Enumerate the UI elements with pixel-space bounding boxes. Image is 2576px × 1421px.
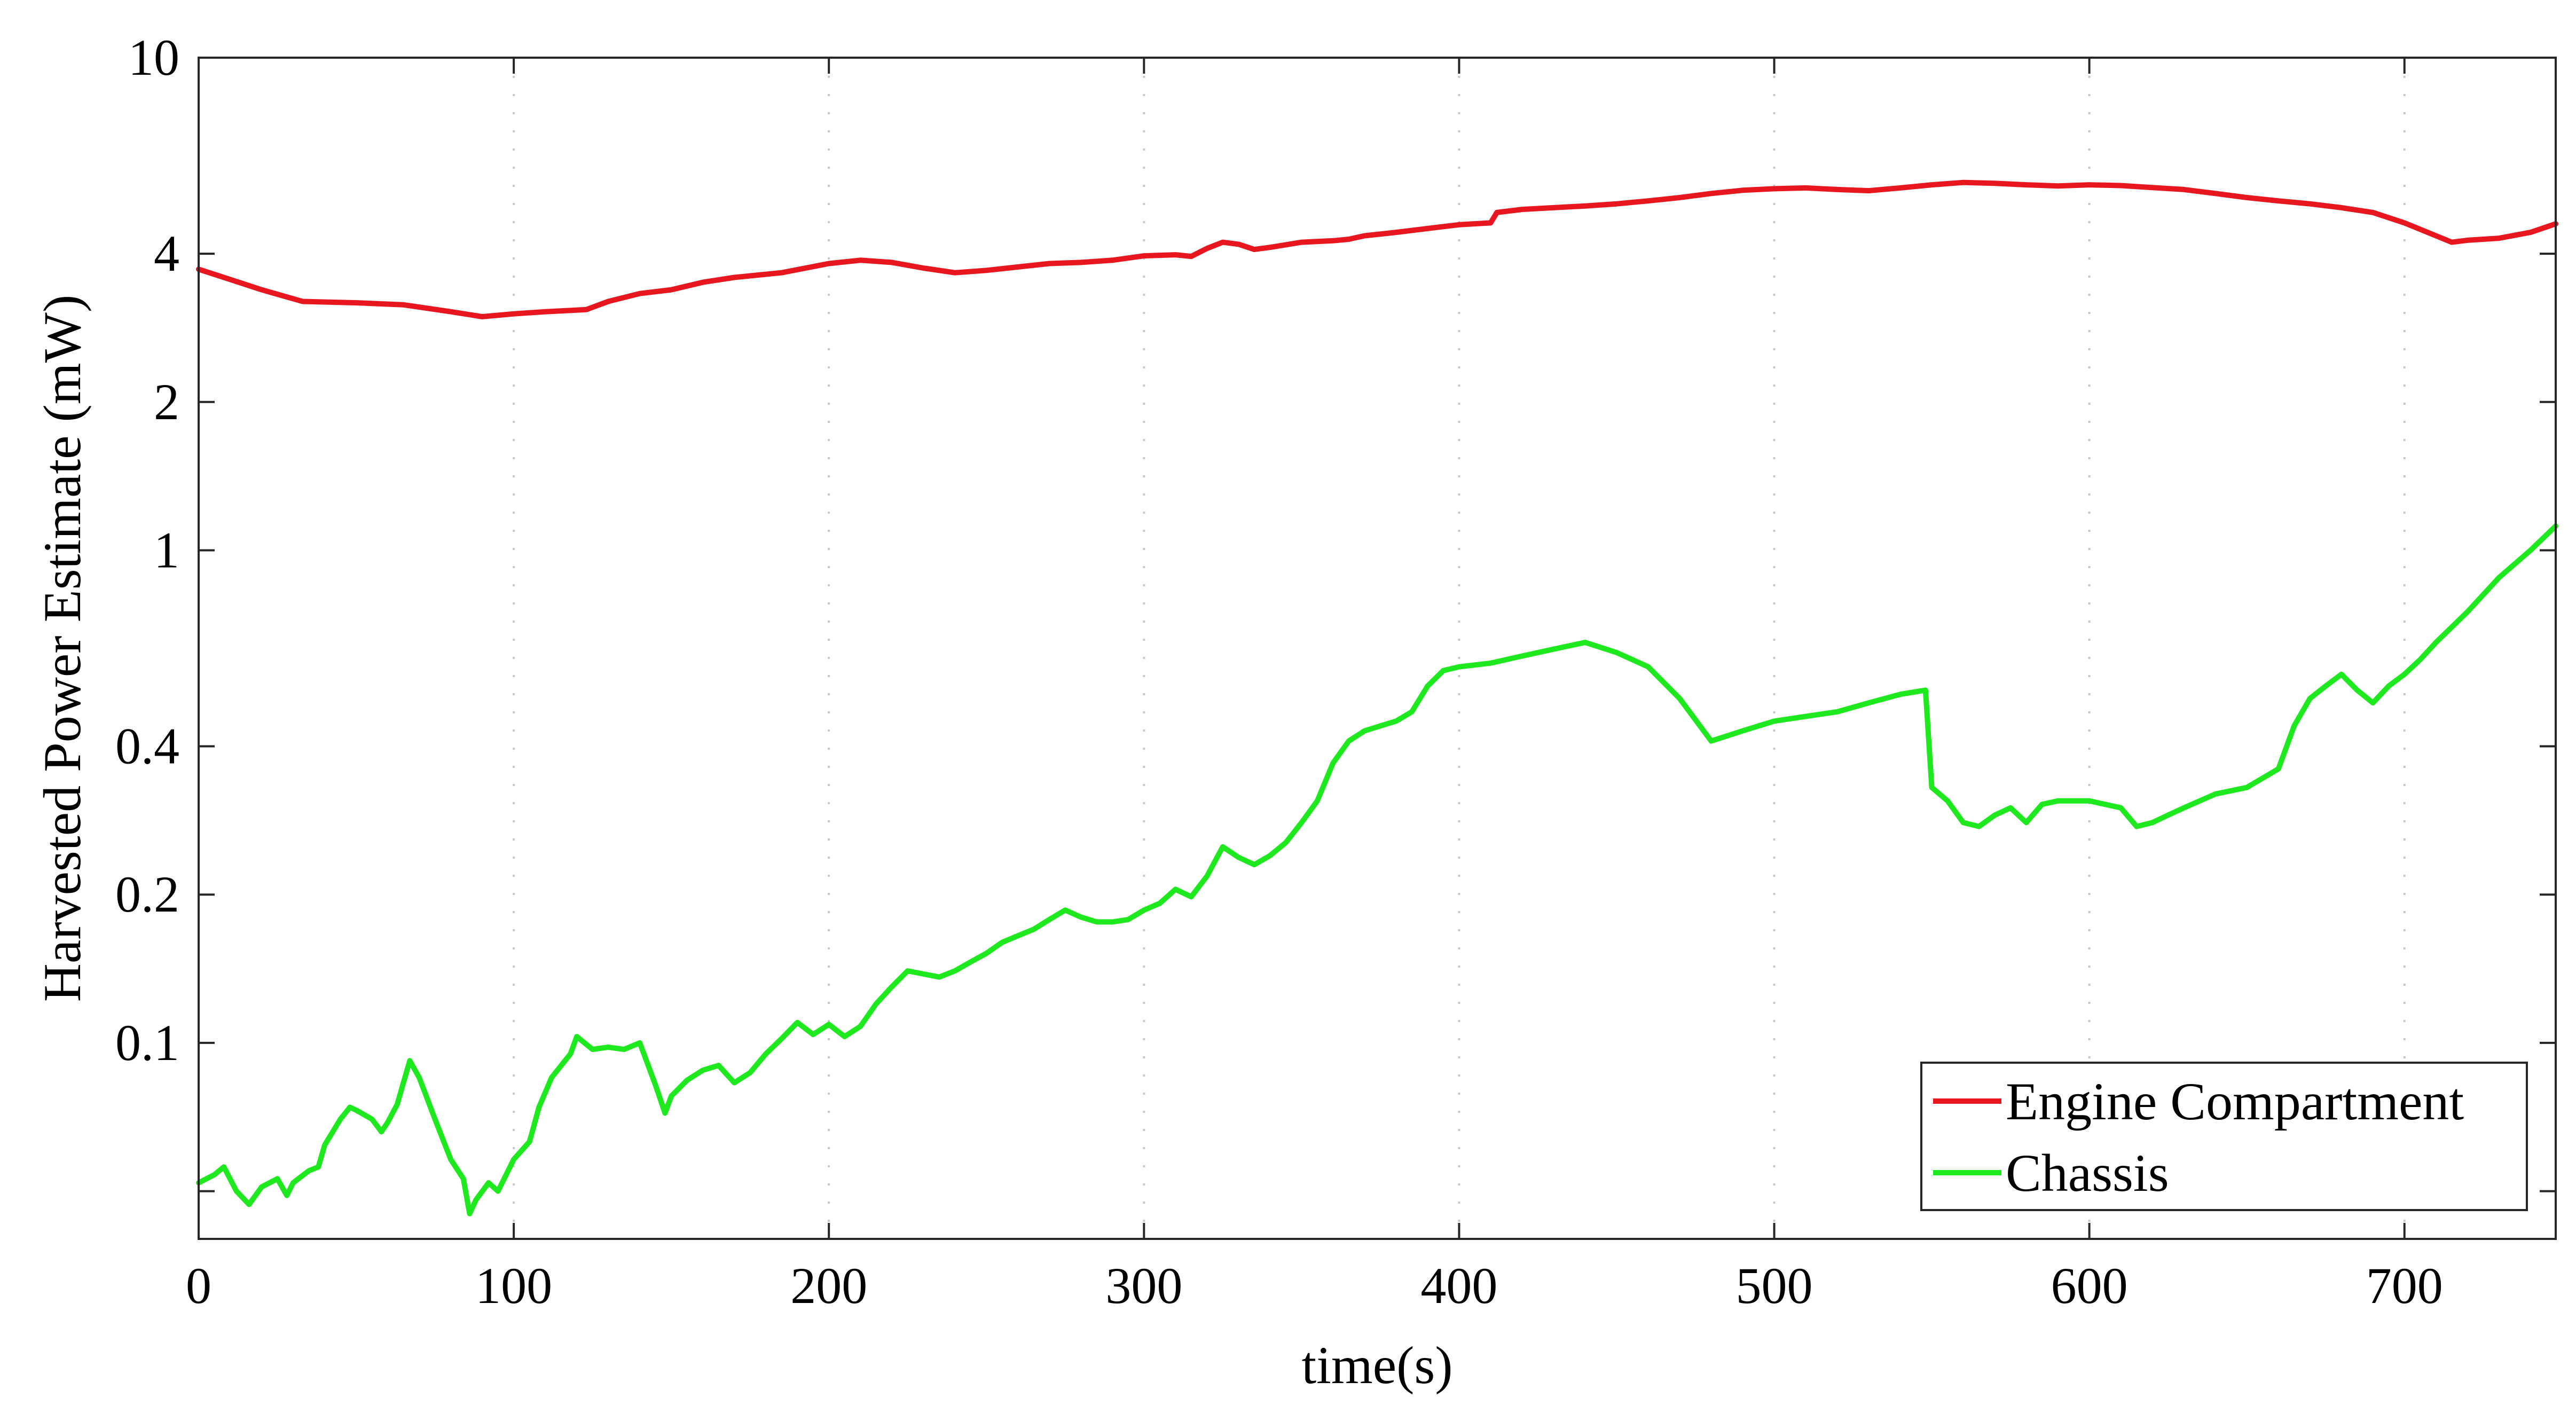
legend: Engine Compartment Chassis — [1920, 1062, 2528, 1211]
x-tick-label: 200 — [790, 1257, 867, 1314]
legend-label-chassis: Chassis — [2006, 1143, 2169, 1203]
y-tick-label: 1 — [154, 521, 179, 578]
series-line-chassis — [196, 523, 2558, 1216]
series-layer — [196, 179, 2558, 1216]
plot-area-frame — [198, 57, 2557, 1240]
y-tick-label: 0.4 — [115, 718, 179, 775]
legend-label-engine-compartment: Engine Compartment — [2006, 1072, 2464, 1131]
y-axis-label: Harvested Power Estimate (mW) — [33, 295, 92, 1002]
axes-layer — [198, 57, 2557, 1240]
series-line-engine-compartment — [196, 179, 2558, 319]
ticks-layer: 0 100 200 300 400 500 600 700 0.1 0.2 0.4 1 2 4 10 — [115, 29, 2556, 1314]
x-tick-label: 100 — [475, 1257, 552, 1314]
y-tick-label: 4 — [154, 225, 179, 282]
y-tick-label: 0.2 — [115, 866, 179, 923]
x-tick-label: 0 — [186, 1257, 211, 1314]
y-tick-label: 10 — [128, 29, 179, 86]
x-tick-label: 700 — [2366, 1257, 2443, 1314]
x-tick-label: 300 — [1105, 1257, 1182, 1314]
y-tick-label: 0.1 — [115, 1014, 179, 1071]
x-tick-label: 500 — [1736, 1257, 1813, 1314]
x-tick-label: 400 — [1420, 1257, 1497, 1314]
x-axis-label: time(s) — [1301, 1336, 1452, 1395]
y-tick-label: 2 — [154, 373, 179, 430]
x-tick-label: 600 — [2051, 1257, 2128, 1314]
legend-box — [1920, 1062, 2528, 1211]
